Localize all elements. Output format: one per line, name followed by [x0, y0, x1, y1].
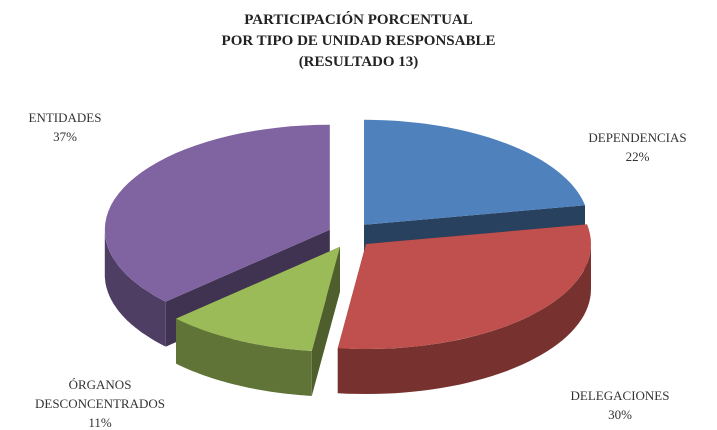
value-label: 22% [625, 149, 650, 164]
slice-side [104, 229, 166, 347]
value-label: 37% [53, 129, 77, 144]
category-label: ENTIDADES [28, 110, 102, 125]
data-label: ENTIDADES 37% [15, 108, 115, 146]
slice [364, 119, 585, 225]
value-label: 11% [88, 415, 112, 430]
data-label: DEPENDENCIAS 22% [580, 128, 695, 166]
chart-title: (RESULTADO 13) [298, 54, 419, 70]
category-label: ÓRGANOS DESCONCENTRADOS [34, 377, 165, 411]
chart-title: PARTICIPACIÓN PORCENTUAL [244, 12, 473, 28]
slice [176, 246, 340, 351]
category-label: DEPENDENCIAS [588, 130, 687, 145]
chart-title: POR TIPO DE UNIDAD RESPONSABLE [221, 33, 496, 49]
data-label: ÓRGANOS DESCONCENTRADOS 11% [20, 375, 180, 430]
category-label: DELEGACIONES [570, 388, 670, 403]
data-label: DELEGACIONES 30% [555, 386, 685, 424]
slice-side [176, 318, 312, 396]
value-label: 30% [608, 407, 632, 422]
slice [104, 124, 330, 302]
slice [337, 224, 591, 349]
slice-side [337, 244, 591, 394]
